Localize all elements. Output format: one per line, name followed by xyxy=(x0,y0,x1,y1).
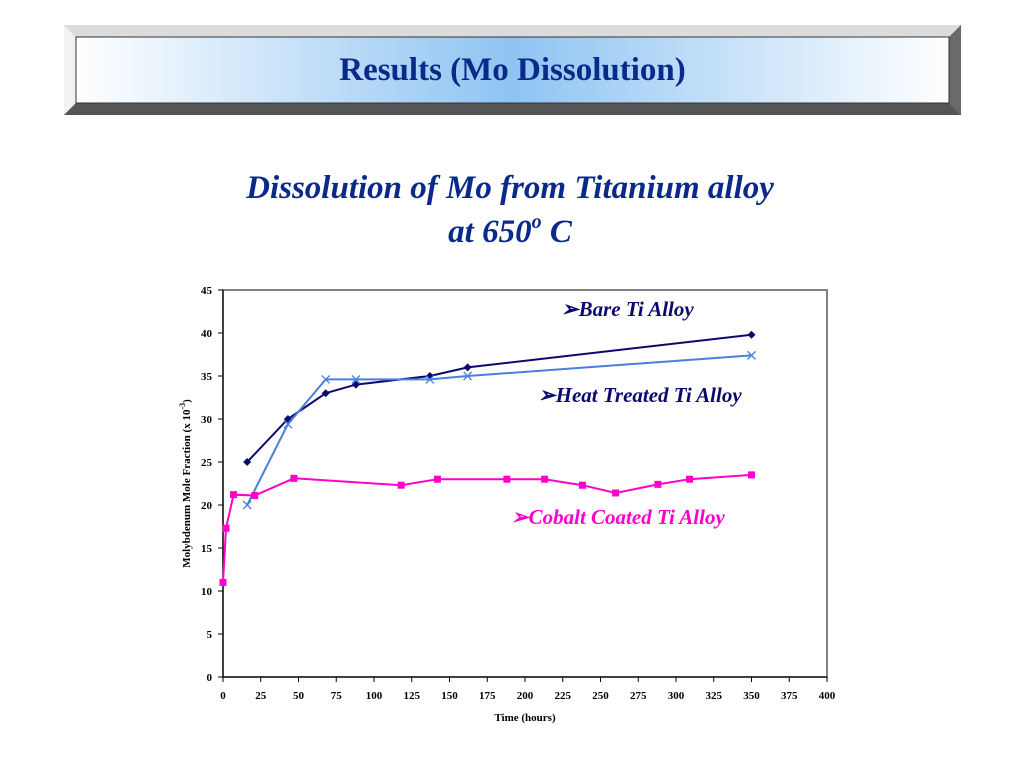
x-tick-label: 325 xyxy=(706,690,723,702)
data-point xyxy=(686,475,694,483)
data-point xyxy=(251,492,259,500)
data-point xyxy=(433,475,441,483)
y-tick-label: 20 xyxy=(201,500,213,512)
data-point xyxy=(222,524,230,532)
series-1 xyxy=(242,350,756,510)
series-2 xyxy=(219,471,755,586)
data-point xyxy=(747,330,756,339)
y-tick-label: 10 xyxy=(201,586,213,598)
x-tick-label: 250 xyxy=(592,690,609,702)
x-tick-label: 125 xyxy=(404,690,421,702)
x-tick-label: 25 xyxy=(255,690,267,702)
title-banner: Results (Mo Dissolution) xyxy=(64,25,961,115)
data-point xyxy=(397,481,405,489)
x-tick-label: 150 xyxy=(441,690,458,702)
x-tick-label: 75 xyxy=(331,690,343,702)
data-point xyxy=(230,491,238,499)
legend-label: Bare Ti Alloy xyxy=(578,297,694,321)
series-line xyxy=(222,473,752,583)
legend-bare-ti-alloy: ➢Bare Ti Alloy xyxy=(561,297,694,322)
x-tick-label: 200 xyxy=(517,690,534,702)
x-tick-label: 175 xyxy=(479,690,496,702)
chart-subtitle: Dissolution of Mo from Titanium alloy at… xyxy=(150,166,870,254)
legend-label: Cobalt Coated Ti Alloy xyxy=(528,505,725,529)
x-tick-label: 50 xyxy=(293,690,305,702)
x-tick-label: 0 xyxy=(220,690,226,702)
data-point xyxy=(425,374,435,384)
subtitle-temp: at 650 xyxy=(448,214,532,250)
y-tick-label: 40 xyxy=(201,328,213,340)
y-tick-label: 35 xyxy=(201,371,213,383)
y-tick-label: 15 xyxy=(201,543,213,555)
data-point xyxy=(463,363,472,372)
data-point xyxy=(748,471,755,479)
subtitle-line-1: Dissolution of Mo from Titanium alloy xyxy=(246,170,774,206)
legend-heat-treated-ti-alloy: ➢Heat Treated Ti Alloy xyxy=(538,383,742,408)
data-point xyxy=(321,389,330,398)
data-point xyxy=(243,458,252,466)
y-tick-label: 25 xyxy=(201,457,213,469)
x-tick-label: 300 xyxy=(668,690,685,702)
x-tick-label: 225 xyxy=(555,690,572,702)
x-tick-label: 400 xyxy=(819,690,836,702)
y-tick-label: 30 xyxy=(201,414,213,426)
data-point xyxy=(321,374,331,384)
data-point xyxy=(351,374,361,384)
plot-area xyxy=(222,289,828,678)
legend-cobalt-coated-ti-alloy: ➢Cobalt Coated Ti Alloy xyxy=(511,505,725,530)
data-point xyxy=(612,489,620,497)
title-banner-frame xyxy=(64,25,961,115)
subtitle-line-2: at 650o C xyxy=(150,210,870,254)
y-tick-label: 0 xyxy=(207,672,213,684)
x-tick-label: 100 xyxy=(366,690,383,702)
data-point xyxy=(290,474,298,482)
data-point xyxy=(654,480,662,488)
y-axis-label: Molybdenum Mole Fraction (x 10-3) xyxy=(178,399,193,568)
legend-arrow-icon: ➢ xyxy=(561,297,579,321)
legend-arrow-icon: ➢ xyxy=(538,383,556,407)
page-title: Results (Mo Dissolution) xyxy=(339,51,686,88)
legend-label: Heat Treated Ti Alloy xyxy=(555,383,742,407)
data-point xyxy=(351,380,360,389)
legend-arrow-icon: ➢ xyxy=(511,505,529,529)
series-0 xyxy=(243,330,756,466)
subtitle-degree: o xyxy=(531,211,542,233)
data-point xyxy=(503,475,511,483)
data-point xyxy=(747,350,756,360)
data-point xyxy=(541,475,549,483)
x-tick-label: 375 xyxy=(781,690,798,702)
subtitle-unit: C xyxy=(541,214,572,250)
x-tick-label: 350 xyxy=(743,690,760,702)
x-tick-label: 275 xyxy=(630,690,647,702)
x-axis-label: Time (hours) xyxy=(494,712,556,724)
data-point xyxy=(219,578,227,586)
data-point xyxy=(578,481,586,489)
y-tick-label: 5 xyxy=(207,629,213,641)
data-point xyxy=(283,419,293,429)
y-tick-label: 45 xyxy=(201,285,213,297)
data-point xyxy=(463,371,473,381)
data-point xyxy=(242,500,252,510)
